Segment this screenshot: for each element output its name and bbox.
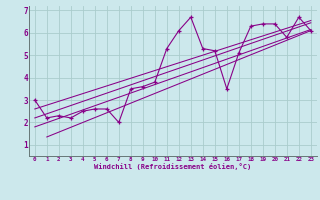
X-axis label: Windchill (Refroidissement éolien,°C): Windchill (Refroidissement éolien,°C) [94,163,252,170]
